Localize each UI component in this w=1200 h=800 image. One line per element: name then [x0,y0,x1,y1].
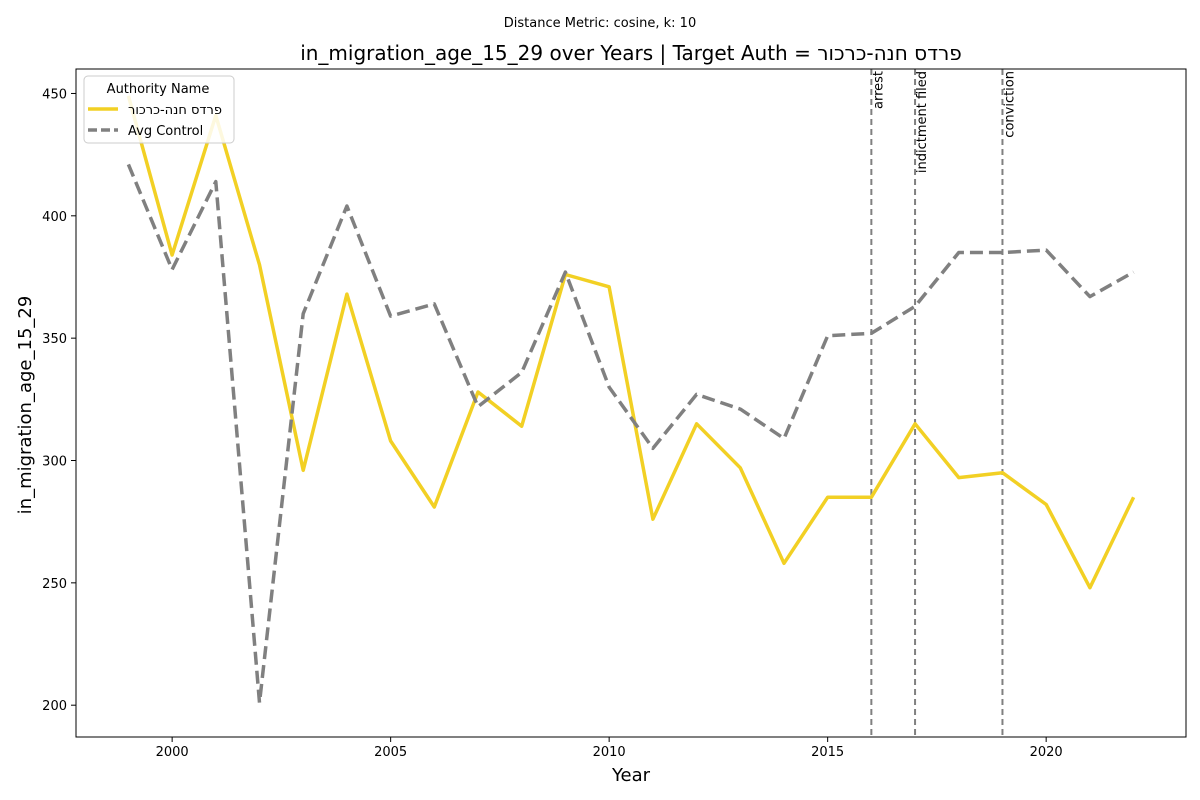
axes-frame [75,68,1187,738]
series-line-0 [126,95,1136,590]
y-tick-label: 350 [42,332,67,347]
chart-suptitle: Distance Metric: cosine, k: 10 [504,16,696,31]
legend-label-0: פרדס חנה-כרכור [128,103,222,118]
legend: Authority Name פרדס חנה-כרכור Avg Control [83,75,235,144]
y-tick-label: 300 [42,455,67,470]
x-tick-label: 2005 [374,745,407,760]
event-label: indictment filed [915,71,930,173]
x-tick-label: 2010 [593,745,626,760]
y-axis-label: in_migration_age_15_29 [15,296,36,515]
x-tick-label: 2000 [156,745,189,760]
chart-title: in_migration_age_15_29 over Years | Targ… [300,41,962,65]
x-tick-label: 2020 [1030,745,1063,760]
event-label: conviction [1002,71,1017,138]
y-tick-label: 450 [42,87,67,102]
legend-title: Authority Name [107,82,210,97]
x-tick-label: 2015 [811,745,844,760]
y-tick-label: 200 [42,699,67,714]
y-tick-label: 400 [42,210,67,225]
event-label: arrest [871,71,886,109]
legend-label-1: Avg Control [128,124,203,139]
series-line-1 [126,163,1135,705]
plot-area: arrest indictment filed conviction 2000 2005… [42,68,1187,760]
legend-box [83,75,235,144]
y-tick-label: 250 [42,577,67,592]
x-axis-label: Year [611,765,651,786]
